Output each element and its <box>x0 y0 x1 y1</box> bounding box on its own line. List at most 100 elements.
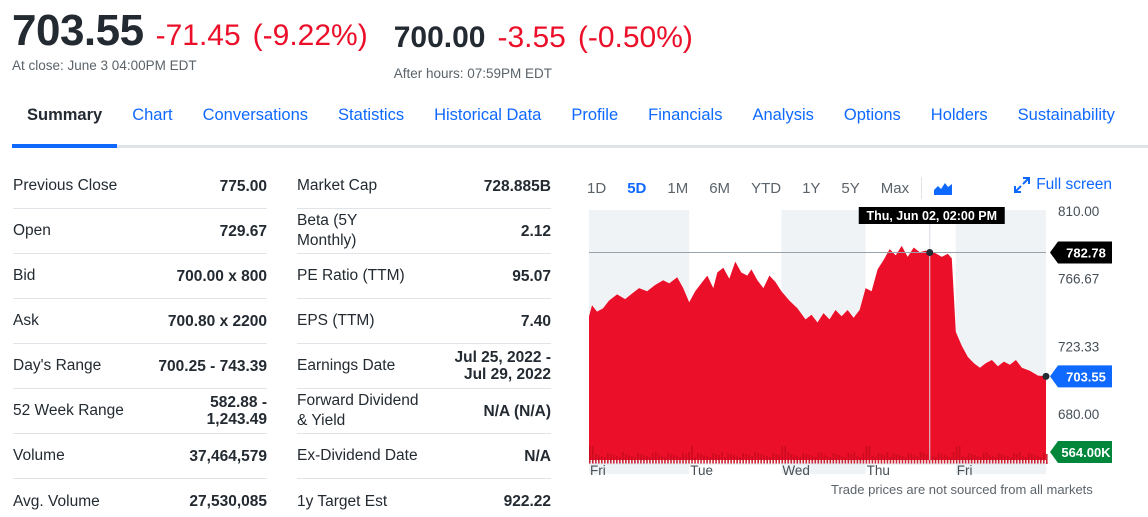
volume-bar <box>730 454 732 464</box>
volume-bar <box>910 454 913 464</box>
price-chart[interactable]: 810.00 766.67 723.33 680.00 Fri Tue Wed Thu Fri T… <box>580 200 1148 510</box>
volume-bar <box>901 456 904 464</box>
stat-row-ex-dividend-date: Ex-Dividend Date N/A <box>297 434 551 479</box>
tab-sustainability[interactable]: Sustainability <box>1017 106 1115 124</box>
volume-bar <box>1046 454 1048 464</box>
volume-bar <box>721 452 723 464</box>
volume-bar <box>754 452 756 464</box>
close-time-label: At close: June 3 04:00PM EDT <box>12 58 197 73</box>
volume-bar <box>982 453 985 464</box>
volume-bar <box>661 456 663 464</box>
tab-profile[interactable]: Profile <box>571 106 619 124</box>
stat-value: 700.00 x 800 <box>176 267 267 285</box>
volume-bar <box>820 452 823 464</box>
volume-bar <box>697 453 699 464</box>
x-tick-label: Wed <box>782 463 810 478</box>
stat-label: Beta (5Y Monthly) <box>297 212 358 249</box>
range-max[interactable]: Max <box>880 179 910 197</box>
stat-row-volume: Volume 37,464,579 <box>13 434 267 479</box>
range-6m[interactable]: 6M <box>709 179 731 197</box>
volume-badge-label: 564.00K <box>1061 445 1111 460</box>
volume-bar <box>634 457 636 464</box>
crosshair-time-box <box>858 207 1005 224</box>
stat-row-ask: Ask 700.80 x 2200 <box>13 299 267 344</box>
volume-bar <box>607 453 609 464</box>
after-hours-change: -3.55 <box>497 21 566 54</box>
after-hours-change-percent: (-0.50%) <box>577 21 693 54</box>
volume-bar <box>709 457 711 464</box>
volume-bar <box>757 453 759 464</box>
volume-bar <box>742 453 744 464</box>
volume-bar <box>1018 452 1021 464</box>
volume-bar <box>802 453 805 464</box>
volume-bar <box>640 454 642 464</box>
volume-bar <box>853 452 856 464</box>
volume-bar <box>724 457 726 464</box>
tab-summary[interactable]: Summary <box>12 94 118 148</box>
volume-bar <box>1033 455 1036 464</box>
volume-bar <box>898 455 901 464</box>
tab-options[interactable]: Options <box>843 106 901 124</box>
stat-row-forward-dividend: Forward Dividend & Yield N/A (N/A) <box>297 389 551 434</box>
volume-bar <box>625 454 627 464</box>
stat-label: 52 Week Range <box>13 402 124 419</box>
stat-value: 922.22 <box>503 493 551 510</box>
volume-bar <box>763 455 765 464</box>
price-area <box>589 245 1046 460</box>
range-5d[interactable]: 5D <box>627 179 647 197</box>
stat-label: Forward Dividend & Yield <box>297 392 419 429</box>
stat-label: 1y Target Est <box>297 492 388 510</box>
volume-bar <box>964 457 967 464</box>
range-5y[interactable]: 5Y <box>841 179 860 197</box>
volume-bar <box>790 454 793 464</box>
volume-bar <box>997 453 1000 464</box>
mountain-chart-icon[interactable] <box>934 181 953 195</box>
stat-label: Ex-Dividend Date <box>297 447 418 464</box>
chart-footnote: Trade prices are not sourced from all ma… <box>831 482 1093 497</box>
range-1d[interactable]: 1D <box>587 179 607 197</box>
tab-conversations[interactable]: Conversations <box>202 106 309 124</box>
volume-bar <box>646 456 648 464</box>
volume-bar <box>991 456 994 464</box>
volume-bar <box>874 457 877 464</box>
volume-bar <box>868 446 871 464</box>
tab-holders[interactable]: Holders <box>930 106 988 124</box>
tab-analysis[interactable]: Analysis <box>752 106 814 124</box>
tab-financials[interactable]: Financials <box>648 106 723 124</box>
volume-bar <box>895 454 898 464</box>
volume-bar <box>850 454 853 464</box>
volume-bar <box>892 453 895 464</box>
volume-bar <box>814 457 817 464</box>
volume-bar <box>778 455 781 464</box>
volume-bar <box>838 455 841 464</box>
volume-bar <box>772 453 775 464</box>
volume-bar <box>601 456 603 464</box>
volume-bar <box>1015 454 1018 464</box>
tab-chart[interactable]: Chart <box>132 106 173 124</box>
fullscreen-button[interactable]: Full screen <box>1014 176 1112 194</box>
last-price-badge-label: 703.55 <box>1066 369 1106 384</box>
tab-statistics[interactable]: Statistics <box>338 106 405 124</box>
volume-bar <box>1042 453 1045 464</box>
volume-bar <box>1027 453 1030 464</box>
stat-label: PE Ratio (TTM) <box>297 267 405 284</box>
volume-bar <box>595 454 597 464</box>
stat-value: Jul 25, 2022 - Jul 29, 2022 <box>454 349 551 383</box>
stat-row-open: Open 729.67 <box>13 209 267 254</box>
range-ytd[interactable]: YTD <box>751 179 782 197</box>
y-tick-label: 810.00 <box>1058 204 1099 219</box>
volume-bar <box>610 454 612 464</box>
stat-value: 729.67 <box>219 222 267 240</box>
volume-bar <box>592 446 594 464</box>
range-1m[interactable]: 1M <box>667 179 689 197</box>
range-1y[interactable]: 1Y <box>802 179 821 197</box>
tab-historical-data[interactable]: Historical Data <box>434 106 542 124</box>
volume-bar <box>829 457 832 464</box>
stat-row-days-range: Day's Range 700.25 - 743.39 <box>13 344 267 389</box>
stat-label: Day's Range <box>13 357 102 374</box>
volume-bar <box>937 453 940 464</box>
volume-bar <box>940 454 943 464</box>
volume-bar <box>736 456 738 464</box>
volume-bar <box>1036 456 1039 464</box>
volume-bar <box>1000 454 1003 464</box>
